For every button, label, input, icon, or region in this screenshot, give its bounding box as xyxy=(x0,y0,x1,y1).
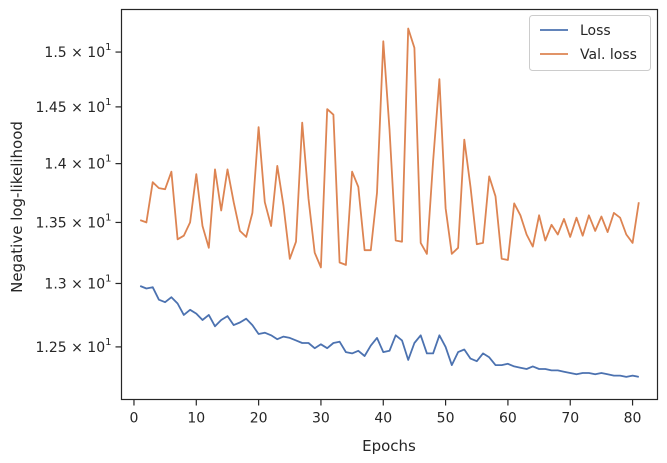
x-tick-label: 20 xyxy=(250,411,268,427)
x-axis-ticks: 0 10 20 30 40 50 60 70 80 xyxy=(130,399,642,427)
series-line-loss xyxy=(139,285,639,378)
x-tick-label: 70 xyxy=(561,411,579,427)
x-axis-label: Epochs xyxy=(362,437,416,455)
x-tick-label: 30 xyxy=(312,411,330,427)
x-tick-label: 50 xyxy=(437,411,455,427)
x-tick-label: 0 xyxy=(130,411,139,427)
series-lines xyxy=(139,27,640,378)
y-tick-label: 1.45 × 101 xyxy=(36,97,112,116)
y-tick-label: 1.35 × 101 xyxy=(36,212,112,231)
legend: Loss Val. loss xyxy=(529,15,651,71)
y-axis-label: Negative log-likelihood xyxy=(8,121,26,293)
y-tick-label: 1.25 × 101 xyxy=(36,337,112,356)
x-tick-label: 10 xyxy=(187,411,205,427)
legend-label-val-loss: Val. loss xyxy=(580,47,637,63)
y-tick-label: 1.3 × 101 xyxy=(44,273,111,292)
x-tick-label: 60 xyxy=(499,411,517,427)
legend-label-loss: Loss xyxy=(580,23,611,39)
y-tick-label: 1.4 × 101 xyxy=(44,154,111,173)
series-line-val-loss xyxy=(139,27,640,269)
y-axis-ticks: 1.25 × 101 1.3 × 101 1.35 × 101 1.4 × 101 1.… xyxy=(36,42,122,356)
x-tick-label: 80 xyxy=(624,411,642,427)
plot-frame xyxy=(120,8,659,401)
x-tick-label: 40 xyxy=(374,411,392,427)
y-tick-label: 1.5 × 101 xyxy=(44,42,111,61)
